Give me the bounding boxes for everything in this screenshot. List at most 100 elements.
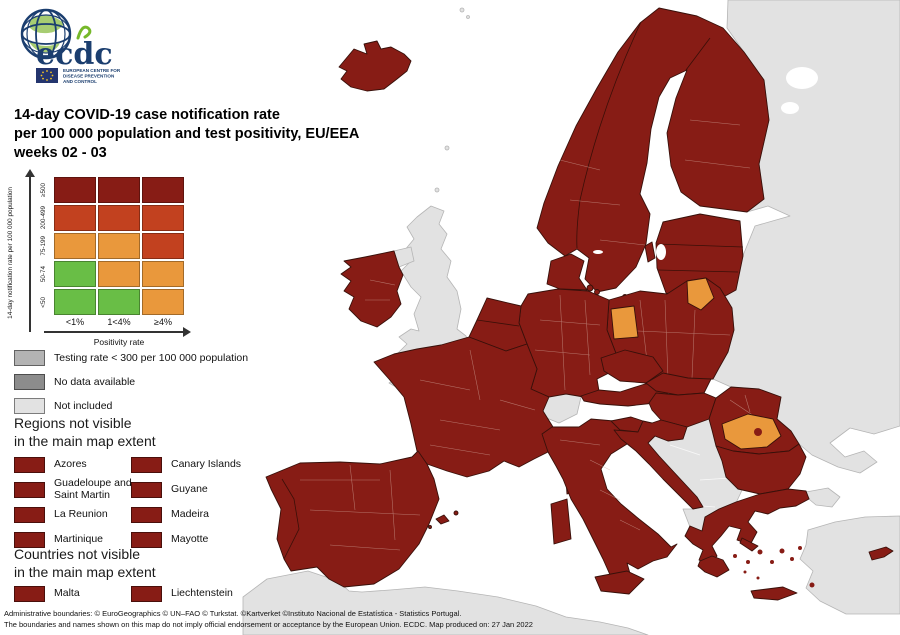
map-island-gotland [644, 241, 656, 263]
region-legend-item: Guadeloupe and Saint Martin [14, 477, 146, 502]
map-lake-vanern [593, 250, 603, 254]
map-country-turkey [799, 515, 900, 615]
map-islands-orkney [434, 187, 440, 193]
legend-label: Testing rate < 300 per 100 000 populatio… [54, 351, 249, 364]
regions-list-right: Canary Islands Guyane Madeira Mayotte [131, 452, 263, 552]
map-region-romania-south [721, 413, 782, 450]
map-italy-region-lines [559, 439, 641, 531]
map-island-crete [750, 586, 798, 601]
matrix-cell-r4-c2 [142, 289, 184, 315]
svg-text:DISEASE PREVENTION: DISEASE PREVENTION [63, 74, 115, 79]
map-title-line1: 14-day COVID-19 case notification rate [14, 107, 280, 123]
map-region-bucharest [754, 428, 762, 436]
matrix-cell-r2-c2 [142, 233, 184, 259]
region-legend-item: Martinique [14, 527, 146, 552]
legend-label: Mayotte [171, 532, 209, 545]
map-title: 14-day COVID-19 case notification rate p… [14, 106, 359, 163]
matrix-cell-r4-c0 [54, 289, 96, 315]
status-legend-row: Testing rate < 300 per 100 000 populatio… [14, 349, 248, 366]
legend-label: Martinique [54, 532, 104, 545]
matrix-cell-r0-c1 [98, 177, 140, 203]
matrix-row-label: 75-199 [39, 236, 47, 256]
matrix-cell-r2-c1 [98, 233, 140, 259]
legend-label: Madeira [171, 507, 209, 520]
map-aegean-islands [733, 546, 815, 588]
legend-swatch [14, 349, 45, 366]
map-country-ireland [340, 250, 404, 328]
map-country-czechia [600, 349, 664, 384]
legend-label: Canary Islands [171, 457, 242, 470]
status-legend: Testing rate < 300 per 100 000 populatio… [14, 349, 248, 414]
matrix-cell-r4-c1 [98, 289, 140, 315]
regions-not-visible-heading: Regions not visible in the main map exte… [14, 415, 156, 449]
footer-line2: The boundaries and names shown on this m… [4, 620, 533, 629]
legend-swatch [14, 373, 45, 390]
countries-not-visible-heading: Countries not visible in the main map ex… [14, 546, 156, 580]
matrix-y-axis-arrow-icon [25, 169, 35, 177]
map-island-zealand [586, 284, 594, 292]
legend-label: La Reunion [54, 507, 108, 520]
countries-list-left: Malta [14, 581, 146, 606]
country-legend-item: Malta [14, 581, 146, 606]
region-legend-item: Mayotte [131, 527, 263, 552]
matrix-cell-r1-c0 [54, 205, 96, 231]
map-nordic-borders [576, 21, 711, 249]
map-island-ibiza [428, 525, 432, 529]
country-legend-item: Liechtenstein [131, 581, 263, 606]
map-germany-region-lines [534, 294, 601, 391]
matrix-row-label: 200-499 [39, 206, 47, 230]
map-country-iceland [338, 40, 412, 92]
map-region-fennoscandia [536, 7, 770, 293]
map-island-sicily [594, 570, 645, 595]
legend-swatch [14, 531, 45, 548]
map-country-italy [541, 418, 678, 585]
ecdc-globe-icon [20, 8, 72, 60]
map-country-denmark [546, 253, 588, 291]
legend-swatch [131, 506, 162, 523]
map-islands-faroe-2 [466, 15, 470, 19]
matrix-y-axis-line [29, 176, 31, 332]
ecdc-logo: ecdc EUROPEAN CENTRE FOR DISEASE PREVENT… [20, 8, 121, 84]
countries-list-right: Liechtenstein [131, 581, 263, 606]
map-island-euboea [739, 537, 759, 552]
legend-swatch [131, 481, 162, 498]
status-legend-row: Not included [14, 397, 248, 414]
legend-label: No data available [54, 375, 136, 388]
map-title-line2: per 100 000 population and test positivi… [14, 126, 360, 142]
status-legend-row: No data available [14, 373, 248, 390]
legend-label: Liechtenstein [171, 586, 233, 599]
legend-swatch [131, 456, 162, 473]
ecdc-green-swoosh [76, 25, 92, 40]
regions-list-left: Azores Guadeloupe and Saint Martin La Re… [14, 452, 146, 552]
svg-text:EUROPEAN CENTRE FOR: EUROPEAN CENTRE FOR [63, 68, 121, 73]
map-country-croatia [613, 419, 704, 510]
map-portugal-spain-border [281, 478, 300, 560]
map-country-cyprus [868, 546, 894, 561]
map-lake-onega [781, 102, 799, 114]
legend-swatch [14, 397, 45, 414]
legend-label: Azores [54, 457, 87, 470]
map-islands-balearic [435, 514, 450, 525]
map-country-bulgaria [715, 443, 807, 495]
matrix-cell-r3-c2 [142, 261, 184, 287]
map-gulf-of-riga [656, 244, 666, 260]
map-region-iberia [265, 450, 440, 588]
map-spain-region-lines [300, 464, 421, 551]
map-country-france [373, 336, 554, 478]
matrix-col-label: <1% [65, 317, 85, 327]
map-eu-lands [265, 7, 894, 601]
map-benelux-border [476, 319, 520, 327]
matrix-cell-r3-c0 [54, 261, 96, 287]
svg-text:AND CONTROL: AND CONTROL [63, 79, 97, 84]
map-islands-faroe [459, 7, 465, 13]
matrix-cell-r0-c2 [142, 177, 184, 203]
matrix-col-label: ≥4% [154, 317, 172, 327]
legend-label: Guyane [171, 482, 208, 495]
matrix-grid [54, 177, 184, 315]
legend-swatch [131, 585, 162, 602]
matrix-cell-r2-c0 [54, 233, 96, 259]
matrix-cell-r1-c2 [142, 205, 184, 231]
matrix-x-axis-line [44, 331, 184, 333]
map-region-peloponnese [697, 555, 730, 578]
map-poland-region-lines [614, 299, 731, 379]
